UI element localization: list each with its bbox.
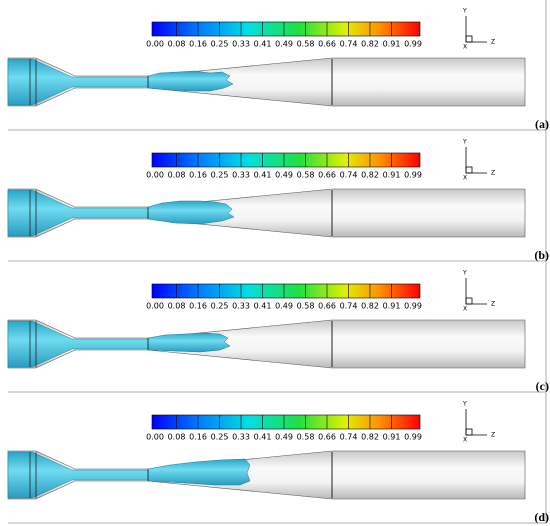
colorbar-tick-label: 0.82	[361, 433, 379, 442]
colorbar-tick-label: 0.82	[361, 302, 379, 311]
colorbar-tick-label: 0.58	[297, 171, 315, 180]
axis-x	[465, 35, 473, 43]
colorbar-tick-label: 0.16	[189, 433, 207, 442]
colorbar-tick-label: 0.91	[383, 302, 401, 311]
axis-label: Y	[462, 270, 467, 277]
panel: 0.00 0.08 0.16 0.25 0.33 0.41 0.49 0.58 0.66 0.74…	[7, 0, 549, 131]
colorbar-tick-label: 0.08	[168, 302, 186, 311]
nozzle-shell	[7, 450, 526, 500]
colorbar-tick-label: 0.91	[383, 433, 401, 442]
colorbar-tick-label: 0.82	[361, 171, 379, 180]
panel-label: (b)	[534, 248, 549, 262]
colorbar-tick-label: 0.25	[211, 433, 229, 442]
colorbar-tick-label: 0.74	[340, 171, 358, 180]
colorbar-tick-label: 0.58	[297, 40, 315, 49]
fluid-inlet	[7, 451, 149, 499]
colorbar-tick-label: 0.00	[146, 40, 164, 49]
axis-label: Z	[491, 170, 495, 177]
nozzle-shell	[7, 57, 526, 107]
fluid-inlet	[7, 58, 149, 106]
colorbar-tick-label: 0.00	[146, 433, 164, 442]
colorbar-tick-label: 0.33	[232, 302, 250, 311]
colorbar-tick-label: 0.33	[232, 433, 250, 442]
colorbar-tick-label: 0.66	[318, 433, 336, 442]
colorbar-tick-label: 0.66	[318, 302, 336, 311]
panel-label: (c)	[536, 379, 549, 393]
axis-label: X	[463, 437, 467, 444]
nozzle-shell	[7, 319, 526, 369]
colorbar-tick-label: 0.99	[404, 40, 422, 49]
colorbar-tick-label: 0.16	[189, 171, 207, 180]
colorbar-tick-label: 0.99	[404, 171, 422, 180]
colorbar-tick-label: 0.91	[383, 40, 401, 49]
panel-label: (d)	[534, 510, 549, 524]
colorbar-tick-label: 0.16	[189, 40, 207, 49]
colorbar	[151, 21, 421, 37]
axis-label: Z	[491, 301, 495, 308]
colorbar-tick-label: 0.25	[211, 302, 229, 311]
colorbar-tick-label: 0.33	[232, 40, 250, 49]
axis-label: X	[463, 44, 467, 51]
colorbar-tick-label: 0.08	[168, 433, 186, 442]
fluid-plume	[147, 70, 234, 92]
fluid-plume	[147, 332, 231, 353]
colorbar-tick-label: 0.08	[168, 40, 186, 49]
colorbar-tick-label: 0.58	[297, 433, 315, 442]
colorbar	[151, 414, 421, 430]
panel: 0.00 0.08 0.16 0.25 0.33 0.41 0.49 0.58 0.66 0.74…	[7, 131, 549, 262]
colorbar-tick-label: 0.74	[340, 433, 358, 442]
fluid-inlet	[7, 189, 149, 237]
nozzle-shell	[7, 188, 526, 238]
colorbar-tick-label: 0.33	[232, 171, 250, 180]
colorbar-tick-label: 0.25	[211, 40, 229, 49]
fluid-inlet	[7, 320, 149, 368]
axis-label: Y	[462, 8, 467, 15]
axis-x	[465, 166, 473, 174]
colorbar-tick-label: 0.49	[275, 302, 293, 311]
colorbar	[151, 283, 421, 299]
colorbar-tick-label: 0.49	[275, 171, 293, 180]
colorbar-tick-label: 0.74	[340, 40, 358, 49]
colorbar-tick-label: 0.00	[146, 302, 164, 311]
fluid-plume	[147, 458, 251, 486]
colorbar-tick-label: 0.99	[404, 302, 422, 311]
colorbar-tick-label: 0.49	[275, 433, 293, 442]
colorbar	[151, 152, 421, 168]
colorbar-tick-label: 0.99	[404, 433, 422, 442]
colorbar-tick-label: 0.91	[383, 171, 401, 180]
axis-label: X	[463, 175, 467, 182]
colorbar-tick-label: 0.41	[254, 433, 272, 442]
colorbar-tick-label: 0.74	[340, 302, 358, 311]
colorbar-tick-label: 0.66	[318, 40, 336, 49]
axis-x	[465, 297, 473, 305]
panel: 0.00 0.08 0.16 0.25 0.33 0.41 0.49 0.58 0.66 0.74…	[7, 393, 549, 524]
colorbar-tick-label: 0.82	[361, 40, 379, 49]
colorbar-tick-label: 0.16	[189, 302, 207, 311]
colorbar-tick-label: 0.25	[211, 171, 229, 180]
axis-label: Y	[462, 401, 467, 408]
axis-label: Y	[462, 139, 467, 146]
colorbar-tick-label: 0.49	[275, 40, 293, 49]
colorbar-tick-label: 0.66	[318, 171, 336, 180]
axis-label: Z	[491, 432, 495, 439]
colorbar-tick-label: 0.41	[254, 302, 272, 311]
axis-label: Z	[491, 39, 495, 46]
colorbar-tick-label: 0.41	[254, 171, 272, 180]
colorbar-tick-label: 0.08	[168, 171, 186, 180]
panel: 0.00 0.08 0.16 0.25 0.33 0.41 0.49 0.58 0.66 0.74…	[7, 262, 549, 393]
colorbar-tick-label: 0.41	[254, 40, 272, 49]
colorbar-tick-label: 0.58	[297, 302, 315, 311]
axis-label: X	[463, 306, 467, 313]
axis-x	[465, 428, 473, 436]
colorbar-tick-label: 0.00	[146, 171, 164, 180]
panel-label: (a)	[535, 117, 549, 131]
fluid-plume	[147, 200, 235, 225]
